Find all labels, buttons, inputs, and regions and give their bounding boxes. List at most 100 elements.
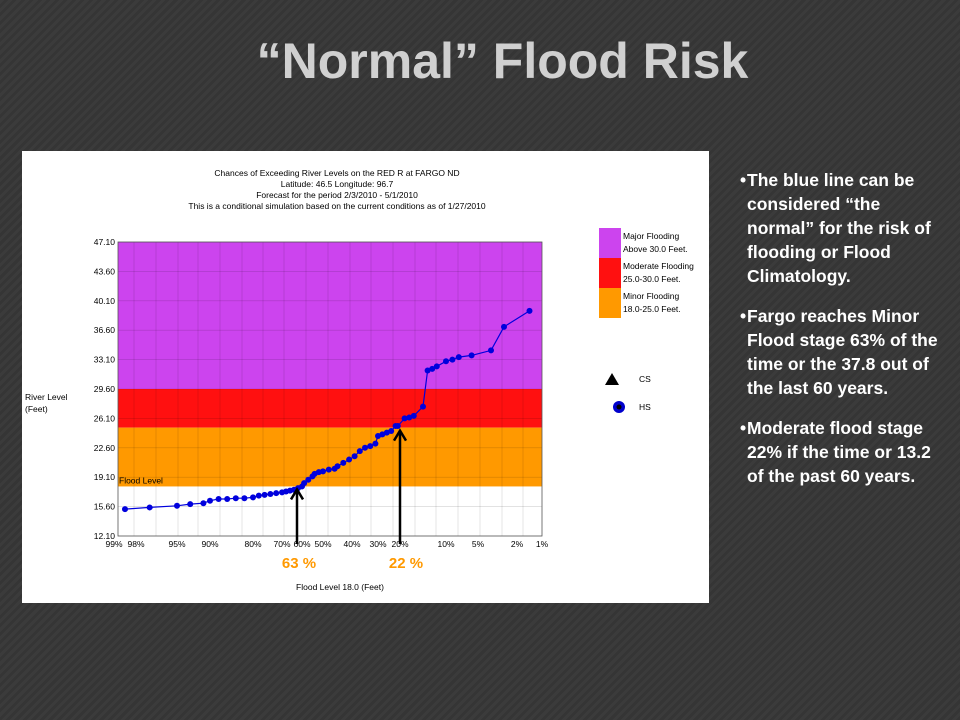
annotation-arrow-head [289,487,305,501]
data-point [325,466,332,473]
exceedance-chart: Chances of Exceeding River Levels on the… [25,168,694,592]
chart-panel: Chances of Exceeding River Levels on the… [22,151,709,603]
data-point [433,363,440,370]
chart-title-line: This is a conditional simulation based o… [188,201,485,211]
legend-label: 18.0-25.0 Feet. [623,304,681,314]
x-tick-label: 5% [472,539,485,549]
data-point [351,453,358,460]
flood-band-moderate [118,389,542,428]
x-tick-label: 80% [244,539,261,549]
data-point [200,500,207,507]
data-point [501,323,507,330]
annotation-label: 63 % [282,555,316,572]
data-point [215,496,222,503]
data-point [346,456,353,463]
data-point [372,440,379,447]
x-tick-label: 30% [369,539,386,549]
bullet-marker: • [740,418,747,438]
y-tick-label: 15.60 [94,502,116,512]
data-point [443,358,449,365]
data-point [420,403,426,410]
bullet-marker: • [740,306,747,326]
data-point [187,501,194,508]
slide-title: “Normal” Flood Risk [256,33,749,89]
y-tick-label: 19.10 [94,472,116,482]
bullet-list: • The blue line can be considered “the n… [740,168,940,504]
chart-title-line: Chances of Exceeding River Levels on the… [214,168,459,178]
data-point [174,502,180,509]
x-tick-label: 40% [343,539,360,549]
y-tick-label: 29.60 [94,384,116,394]
y-tick-label: 47.10 [94,237,116,247]
flood-band-major [118,242,542,389]
data-point [388,428,395,434]
x-tick-label: 95% [168,539,185,549]
x-tick-label: 10% [437,539,454,549]
data-point [250,494,256,501]
x-tick-label: 1% [536,539,549,549]
data-point [267,491,274,497]
hs-circle-center [616,404,622,410]
y-tick-label: 43.60 [94,266,116,276]
data-point [232,495,239,502]
data-point [449,356,456,363]
annotation-arrow-head [392,428,408,442]
data-point [305,476,312,483]
data-point [122,506,128,513]
x-tick-label: 60% [293,539,310,549]
y-tick-label: 22.60 [94,443,116,453]
data-point [367,443,374,450]
chart-title-line: Forecast for the period 2/3/2010 - 5/1/2… [256,190,418,200]
data-point [261,491,268,498]
bullet-text: Fargo reaches Minor Flood stage 63% of t… [747,306,938,398]
x-tick-label: 70% [273,539,290,549]
annotation-label: 22 % [389,555,423,572]
flood-level-label: Flood Level [119,475,163,485]
legend-swatch [599,288,621,318]
legend-swatch [599,228,621,258]
data-point [406,414,413,421]
y-tick-label: 36.60 [94,325,116,335]
data-point [356,448,363,455]
y-axis-label: (Feet) [25,404,48,414]
data-point [273,490,280,497]
x-tick-label: 90% [201,539,218,549]
data-point [241,495,248,502]
bullet-marker: • [740,170,747,190]
x-tick-label: 2% [511,539,524,549]
plot-frame [117,241,543,537]
bullet-item: • Fargo reaches Minor Flood stage 63% of… [740,304,940,400]
data-point [301,480,308,487]
data-point [455,354,462,361]
data-point [255,492,262,499]
data-point [362,444,368,451]
data-point [146,504,153,511]
chart-title-line: Latitude: 46.5 Longitude: 96.7 [281,179,394,189]
data-point [429,365,436,372]
bullet-item: • Moderate flood stage 22% if the time o… [740,416,940,488]
data-point [334,463,341,470]
bullet-text: Moderate flood stage 22% if the time or … [747,418,931,486]
legend-swatch [599,258,621,288]
bullet-item: • The blue line can be considered “the n… [740,168,940,288]
data-point [526,307,533,314]
data-point [468,352,475,359]
data-point [340,459,347,466]
data-point [410,412,417,419]
legend-label: CS [639,374,651,384]
y-axis-label: River Level [25,392,68,402]
legend-label: Moderate Flooding [623,261,694,271]
x-tick-label: 99% [105,539,122,549]
data-point [401,415,408,422]
data-point [224,496,231,503]
bullet-text: The blue line can be considered “the nor… [747,170,931,286]
legend-label: 25.0-30.0 Feet. [623,274,681,284]
data-point [424,367,431,374]
data-point [394,422,401,429]
y-tick-label: 33.10 [94,355,116,365]
legend-label: Major Flooding [623,231,679,241]
y-tick-label: 12.10 [94,531,116,541]
legend-label: Above 30.0 Feet. [623,244,688,254]
x-tick-label: 50% [314,539,331,549]
legend-label: HS [639,402,651,412]
